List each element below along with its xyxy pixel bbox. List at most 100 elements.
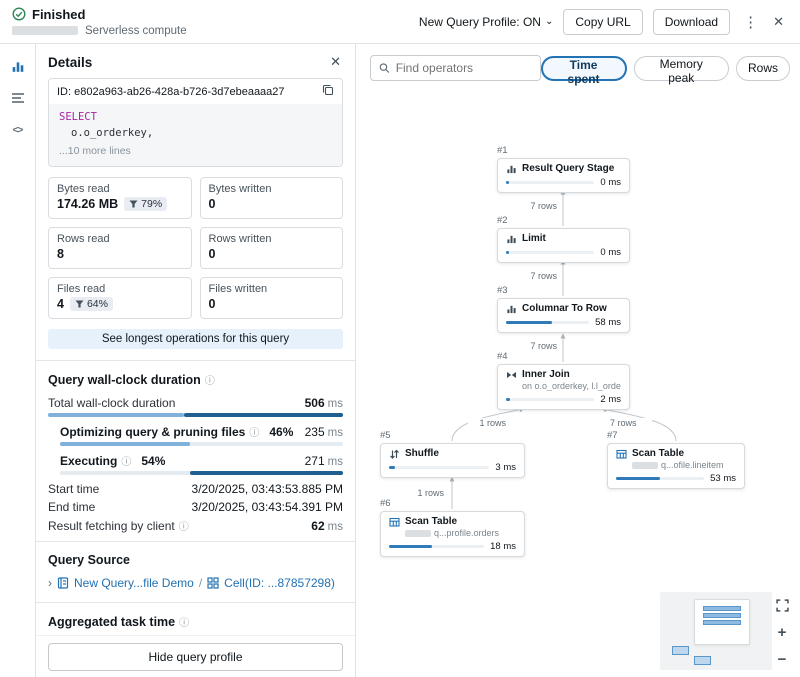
total-duration-value: 506 ms	[304, 396, 343, 411]
stage-icon	[506, 164, 517, 174]
executing-value: 271 ms	[304, 453, 343, 468]
query-text-tab-icon[interactable]: <>	[12, 124, 24, 136]
zoom-in-button[interactable]: +	[773, 623, 791, 641]
node-card[interactable]: Columnar To Row 58 ms	[497, 298, 630, 333]
query-profile-tab-icon[interactable]	[9, 58, 27, 74]
status-row: Finished	[12, 7, 187, 22]
notebook-icon	[57, 577, 69, 589]
stage-icon	[506, 234, 517, 244]
optimizing-value: 235 ms	[304, 424, 343, 439]
find-operators-search[interactable]	[370, 55, 541, 81]
end-time-label: End time	[48, 500, 96, 515]
node-index: #7	[607, 430, 618, 441]
node-index: #1	[497, 145, 508, 156]
executing-bar	[60, 471, 343, 476]
dag-node-inner-join: #4 Inner Join on o.o_orderkey, l.l_order…	[497, 351, 630, 410]
wall-clock-title: Query wall-clock duration	[48, 372, 201, 387]
header-actions: New Query Profile: ON ⌄ Copy URL Downloa…	[419, 8, 786, 35]
kebab-menu-icon[interactable]: ⋮	[743, 13, 759, 31]
chip-rows[interactable]: Rows	[735, 55, 790, 81]
node-card[interactable]: Shuffle 3 ms	[380, 443, 525, 478]
query-list-tab-icon[interactable]	[9, 90, 27, 106]
source-separator: /	[198, 576, 203, 591]
sql-more-lines[interactable]: ...10 more lines	[59, 144, 131, 157]
left-icon-rail: <>	[0, 44, 36, 677]
start-time-value: 3/20/2025, 03:43:53.885 PM	[191, 482, 343, 497]
sql-preview[interactable]: SELECT o.o_orderkey, ...10 more lines	[49, 104, 342, 167]
metric-bytes-read: Bytes read 174.26 MB 79%	[48, 177, 192, 220]
optimizing-bar	[60, 442, 343, 447]
notebook-link[interactable]: New Query...file Demo	[74, 576, 194, 591]
cell-link[interactable]: Cell(ID: ...87857298)	[224, 576, 335, 591]
info-icon[interactable]: ⓘ	[249, 428, 260, 440]
stage-icon	[506, 304, 517, 314]
query-status-block: Finished Serverless compute	[12, 7, 187, 37]
edge-row-count: 1 rows	[408, 488, 446, 498]
dag-node-limit: #2 Limit 0 ms	[497, 215, 630, 263]
pruning-badge: 79%	[124, 197, 168, 212]
table-icon	[616, 449, 627, 459]
task-time-title: Aggregated task time	[48, 614, 176, 629]
hide-query-profile-button[interactable]: Hide query profile	[48, 643, 343, 671]
chip-memory-peak[interactable]: Memory peak	[633, 55, 729, 85]
zoom-out-button[interactable]: −	[773, 650, 791, 668]
divider	[36, 360, 355, 362]
new-query-profile-toggle[interactable]: New Query Profile: ON ⌄	[419, 15, 553, 29]
info-icon[interactable]: ⓘ	[204, 376, 215, 388]
copy-url-button[interactable]: Copy URL	[563, 8, 643, 35]
close-icon[interactable]: ✕	[773, 13, 784, 29]
cell-icon	[207, 577, 219, 589]
info-icon[interactable]: ⓘ	[179, 618, 190, 630]
result-fetch-label: Result fetching by client ⓘ	[48, 518, 189, 534]
sql-line-2: o.o_orderkey,	[71, 126, 154, 139]
query-dag-canvas[interactable]: Time spent Memory peak Rows 7 rows 7 row…	[356, 44, 800, 677]
end-time-value: 3/20/2025, 03:43:54.391 PM	[191, 500, 343, 515]
dag-node-scan-orders: #6 Scan Table q...profile.orders 18 ms	[380, 498, 525, 557]
node-card[interactable]: Inner Join on o.o_orderkey, l.l_orderkey…	[497, 364, 630, 410]
edge-row-count: 7 rows	[519, 271, 559, 281]
search-input[interactable]	[395, 61, 532, 75]
info-icon[interactable]: ⓘ	[178, 522, 189, 534]
details-scroll-area[interactable]: Details ✕ ID: e802a963-ab26-428a-b726-3d…	[36, 44, 355, 635]
download-button[interactable]: Download	[652, 8, 731, 35]
node-card[interactable]: Scan Table q...profile.orders 18 ms	[380, 511, 525, 557]
node-card[interactable]: Result Query Stage 0 ms	[497, 158, 630, 193]
node-index: #6	[380, 498, 391, 509]
node-index: #5	[380, 430, 391, 441]
redacted-catalog-name	[405, 529, 431, 537]
compute-row: Serverless compute	[12, 25, 187, 37]
details-panel-title: Details	[48, 54, 93, 70]
query-id: ID: e802a963-ab26-428a-b726-3d7ebeaaaa27	[57, 85, 285, 98]
edge-row-count: 1 rows	[468, 418, 508, 428]
fit-to-screen-button[interactable]	[773, 596, 791, 614]
node-card[interactable]: Scan Table q...ofile.lineitem 53 ms	[607, 443, 745, 489]
table-icon	[389, 517, 400, 527]
node-index: #4	[497, 351, 508, 362]
longest-operations-link[interactable]: See longest operations for this query	[48, 329, 343, 350]
edge-row-count: 7 rows	[519, 341, 559, 351]
minimap-node	[672, 646, 689, 655]
chip-time-spent[interactable]: Time spent	[540, 55, 627, 86]
dag-node-shuffle: #5 Shuffle 3 ms	[380, 430, 525, 478]
info-icon[interactable]: ⓘ	[121, 457, 132, 469]
node-index: #2	[497, 215, 508, 226]
metric-files-written: Files written 0	[199, 277, 343, 320]
details-close-icon[interactable]: ✕	[330, 54, 341, 69]
expand-chevron-icon[interactable]: ›	[48, 576, 52, 591]
executing-label: Executing ⓘ 54%	[60, 453, 166, 469]
dag-minimap[interactable]	[660, 592, 772, 670]
metric-bytes-written: Bytes written 0	[199, 177, 343, 220]
copy-icon[interactable]	[322, 84, 334, 99]
divider	[36, 602, 355, 604]
total-duration-bar	[48, 413, 343, 418]
minimap-viewport	[694, 599, 750, 645]
success-check-icon	[12, 7, 26, 21]
chevron-down-icon: ⌄	[544, 16, 554, 27]
metrics-grid: Bytes read 174.26 MB 79% Bytes written 0…	[48, 177, 343, 320]
query-id-and-sql-box: ID: e802a963-ab26-428a-b726-3d7ebeaaaa27…	[48, 78, 343, 168]
dag-node-result-query-stage: #1 Result Query Stage 0 ms	[497, 145, 630, 193]
node-card[interactable]: Limit 0 ms	[497, 228, 630, 263]
edge-row-count: 7 rows	[608, 418, 652, 428]
dag-node-scan-lineitem: #7 Scan Table q...ofile.lineitem 53 ms	[607, 430, 745, 489]
sql-line-1: SELECT	[59, 111, 97, 123]
